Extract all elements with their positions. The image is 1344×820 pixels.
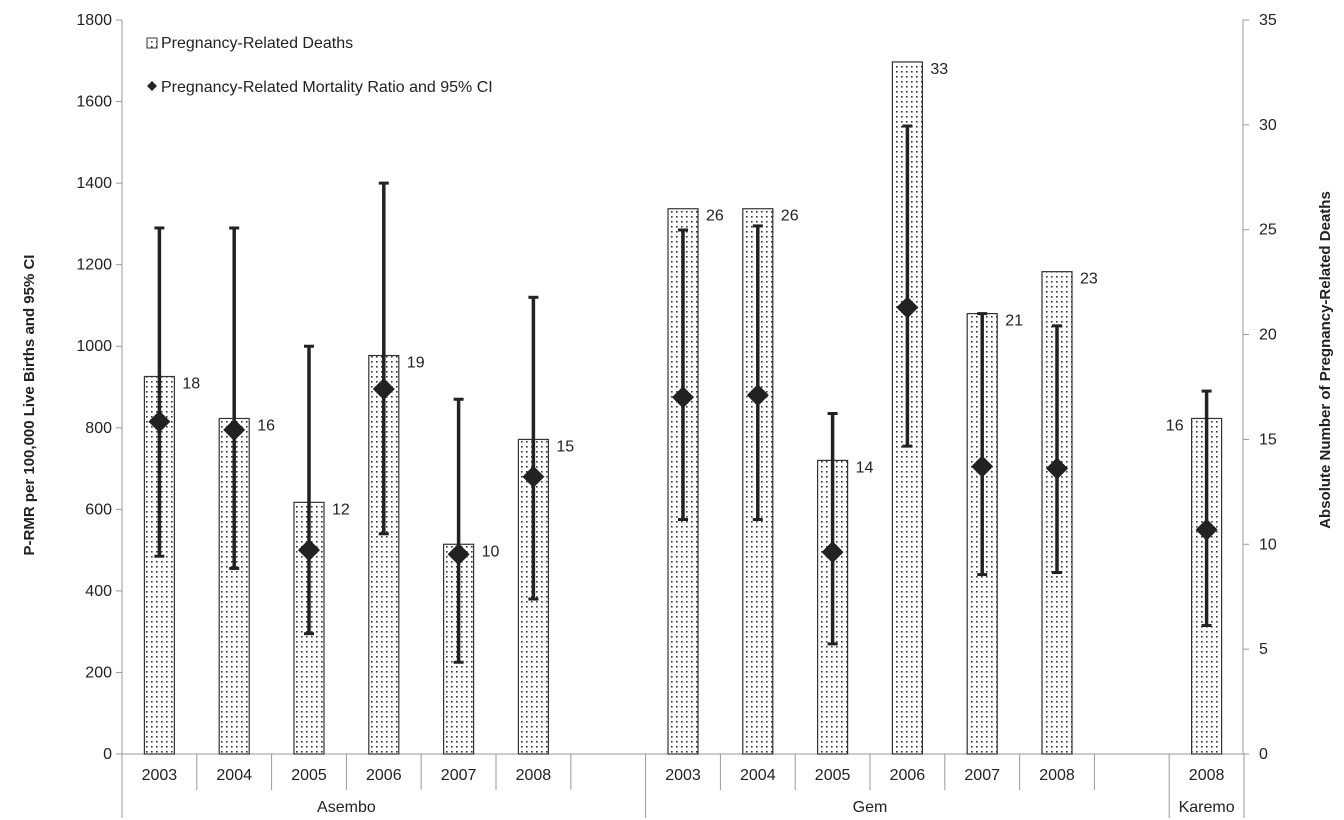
y2-tick-label: 0 xyxy=(1259,746,1268,763)
death-count-label: 18 xyxy=(182,376,200,393)
data-labels: 18 16 12 19 10 15 26 26 14 33 21 23 16 xyxy=(182,61,1183,560)
legend: Pregnancy-Related Deaths Pregnancy-Relat… xyxy=(146,35,493,96)
ratio-marker xyxy=(522,465,545,488)
legend-swatch-deaths xyxy=(146,37,158,49)
x-tick-label: 2006 xyxy=(366,767,402,784)
ratio-marker xyxy=(372,378,395,401)
y-tick-label: 800 xyxy=(85,420,112,437)
ratio-marker xyxy=(298,539,320,562)
death-count-label: 10 xyxy=(482,543,500,560)
ratio-marker xyxy=(223,418,246,441)
death-count-label: 26 xyxy=(781,208,799,225)
y-axis-title: P-RMR per 100,000 Live Births and 95% CI xyxy=(21,255,38,556)
ratio-marker xyxy=(971,455,994,478)
legend-label-ratio: Pregnancy-Related Mortality Ratio and 95… xyxy=(161,79,493,96)
x-tick-label: 2007 xyxy=(964,767,1000,784)
y2-tick-label: 35 xyxy=(1259,12,1277,29)
legend-label-deaths: Pregnancy-Related Deaths xyxy=(161,35,353,52)
y2-axis-title: Absolute Number of Pregnancy-Related Dea… xyxy=(1317,191,1334,529)
y-tick-label: 1600 xyxy=(76,94,112,111)
x-tick-label: 2004 xyxy=(216,767,252,784)
x-axis: Asembo 2003 2004 2005 2006 2007 2008 Gem 2003 200… xyxy=(121,754,1245,818)
death-count-label: 16 xyxy=(257,417,275,434)
ratio-marker xyxy=(1046,457,1068,480)
y-tick-label: 1800 xyxy=(76,12,112,29)
death-count-label: 23 xyxy=(1080,271,1098,288)
ratio-marker xyxy=(896,296,919,319)
ratio-marker xyxy=(1195,518,1218,541)
y-tick-label: 1400 xyxy=(76,175,112,192)
death-count-label: 14 xyxy=(856,459,874,476)
y2-tick-label: 30 xyxy=(1259,117,1277,134)
group-label: Asembo xyxy=(317,799,376,816)
ratio-marker xyxy=(746,384,769,407)
x-tick-label: 2004 xyxy=(740,767,776,784)
y-tick-label: 200 xyxy=(85,664,112,681)
y-tick-label: 1000 xyxy=(76,338,112,355)
death-count-label: 33 xyxy=(930,61,948,78)
x-tick-label: 2003 xyxy=(142,767,178,784)
x-tick-label: 2005 xyxy=(291,767,327,784)
ratio-marker xyxy=(447,543,470,566)
legend-marker-ratio xyxy=(147,81,157,91)
x-tick-label: 2008 xyxy=(516,767,552,784)
x-tick-label: 2005 xyxy=(815,767,851,784)
x-tick-label: 2003 xyxy=(665,767,701,784)
y2-tick-label: 15 xyxy=(1259,431,1277,448)
y-tick-label: 600 xyxy=(85,501,112,518)
y2-tick-label: 5 xyxy=(1259,641,1268,658)
death-count-label: 19 xyxy=(407,355,425,372)
death-count-label: 26 xyxy=(706,208,724,225)
group-label: Gem xyxy=(853,799,888,816)
ratio-marker xyxy=(821,541,844,564)
x-tick-label: 2006 xyxy=(890,767,926,784)
ratio-marker xyxy=(672,386,694,409)
ratio-marker xyxy=(148,410,171,433)
error-bars xyxy=(154,124,1212,664)
y-tick-label: 400 xyxy=(85,583,112,600)
group-label: Karemo xyxy=(1179,799,1235,816)
death-count-label: 15 xyxy=(556,438,574,455)
x-tick-label: 2008 xyxy=(1189,767,1225,784)
y2-tick-label: 20 xyxy=(1259,327,1277,344)
y-tick-label: 1200 xyxy=(76,257,112,274)
y-tick-label: 0 xyxy=(103,746,112,763)
y2-tick-label: 10 xyxy=(1259,536,1277,553)
death-count-label: 16 xyxy=(1166,417,1184,434)
y2-tick-label: 25 xyxy=(1259,222,1277,239)
death-count-label: 12 xyxy=(332,501,350,518)
x-tick-label: 2007 xyxy=(441,767,477,784)
ratio-markers xyxy=(148,296,1218,566)
death-count-label: 21 xyxy=(1005,313,1023,330)
x-tick-label: 2008 xyxy=(1039,767,1075,784)
